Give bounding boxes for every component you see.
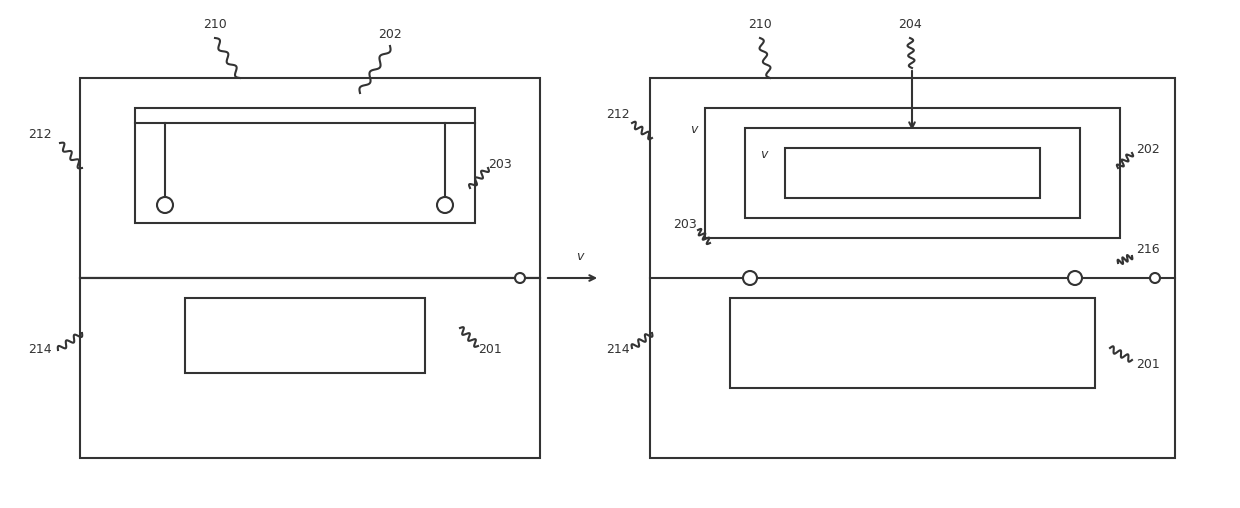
Text: 203: 203 xyxy=(673,218,697,231)
Text: v: v xyxy=(689,123,697,136)
Bar xyxy=(185,298,425,373)
Circle shape xyxy=(436,197,453,213)
Text: 212: 212 xyxy=(606,108,630,121)
Text: 216: 216 xyxy=(1136,243,1159,256)
Text: 210: 210 xyxy=(748,18,771,31)
Bar xyxy=(81,278,539,458)
Circle shape xyxy=(157,197,174,213)
Bar xyxy=(135,108,475,223)
Text: 204: 204 xyxy=(898,18,921,31)
Circle shape xyxy=(1068,271,1083,285)
Bar xyxy=(730,298,1095,388)
Text: 201: 201 xyxy=(479,343,502,356)
Text: v: v xyxy=(577,250,584,263)
Text: 214: 214 xyxy=(606,343,630,356)
Text: 202: 202 xyxy=(378,28,402,41)
Text: 201: 201 xyxy=(1136,358,1159,371)
Bar xyxy=(785,148,1040,198)
Bar xyxy=(650,78,1176,458)
Text: 214: 214 xyxy=(29,343,52,356)
Circle shape xyxy=(515,273,525,283)
Circle shape xyxy=(1149,273,1159,283)
Bar xyxy=(745,128,1080,218)
Text: 210: 210 xyxy=(203,18,227,31)
Text: v: v xyxy=(760,148,768,161)
Text: 202: 202 xyxy=(1136,143,1159,156)
Text: 203: 203 xyxy=(489,158,512,171)
Circle shape xyxy=(743,271,756,285)
Bar xyxy=(706,108,1120,238)
Bar xyxy=(81,78,539,278)
Text: 212: 212 xyxy=(29,128,52,141)
